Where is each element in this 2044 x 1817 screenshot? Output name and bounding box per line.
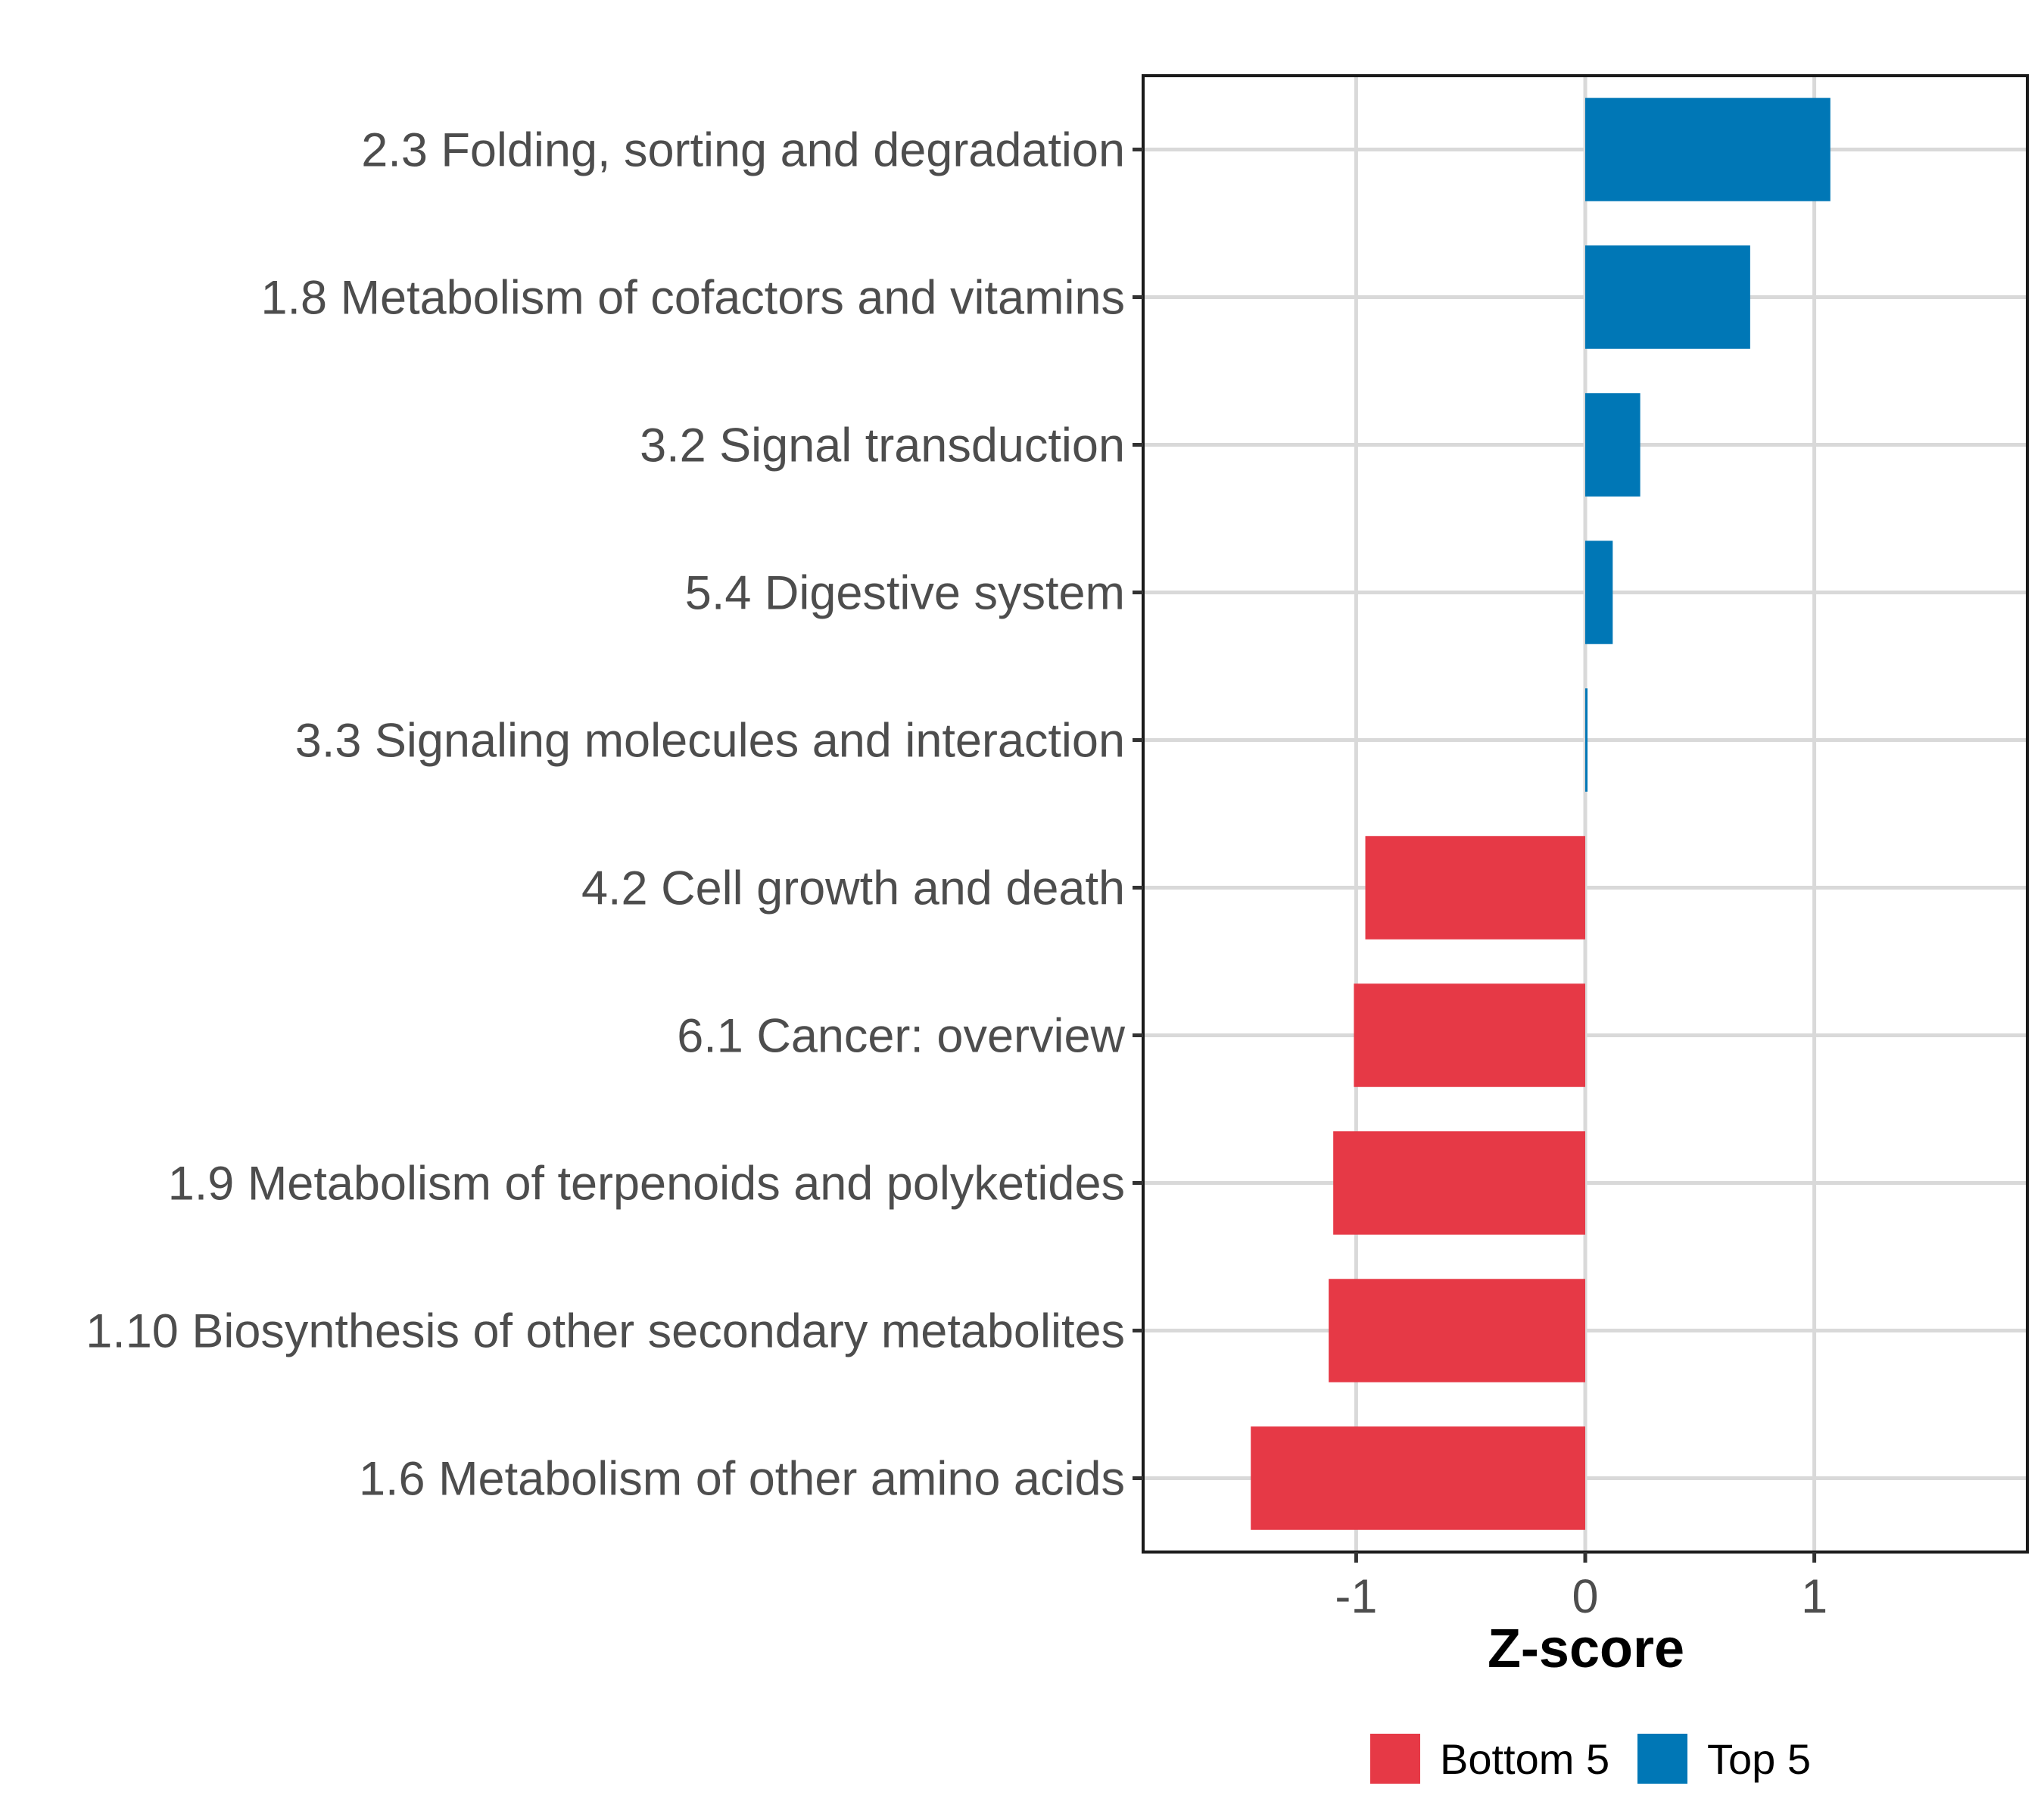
category-label: 1.6 Metabolism of other amino acids xyxy=(359,1453,1125,1506)
y-axis: 2.3 Folding, sorting and degradation 1.8 … xyxy=(86,124,1143,1506)
category-label: 2.3 Folding, sorting and degradation xyxy=(361,124,1125,177)
legend-swatch xyxy=(1370,1734,1420,1784)
bar xyxy=(1585,393,1640,497)
bar xyxy=(1333,1131,1585,1235)
legend-label: Bottom 5 xyxy=(1440,1735,1609,1783)
x-tick-label: 1 xyxy=(1801,1570,1827,1623)
category-label: 4.2 Cell growth and death xyxy=(581,862,1125,915)
bar xyxy=(1354,983,1585,1087)
category-label: 6.1 Cancer: overview xyxy=(677,1010,1125,1063)
category-label: 3.2 Signal transduction xyxy=(640,419,1125,472)
x-axis-title: Z-score xyxy=(1488,1619,1684,1679)
category-label: 1.8 Metabolism of cofactors and vitamins xyxy=(260,272,1125,325)
category-label: 5.4 Digestive system xyxy=(685,567,1125,620)
x-tick-label: -1 xyxy=(1335,1570,1377,1623)
legend-swatch xyxy=(1637,1734,1687,1784)
bar xyxy=(1585,541,1613,644)
bar xyxy=(1585,245,1750,349)
category-label: 1.9 Metabolism of terpenoids and polyket… xyxy=(168,1158,1125,1211)
bar xyxy=(1329,1279,1585,1382)
category-label: 1.10 Biosynthesis of other secondary met… xyxy=(86,1305,1125,1358)
bar xyxy=(1251,1426,1585,1530)
legend-label: Top 5 xyxy=(1707,1735,1811,1783)
legend: Bottom 5 Top 5 xyxy=(1370,1734,1811,1784)
bars xyxy=(1251,98,1831,1530)
x-tick-label: 0 xyxy=(1572,1570,1598,1623)
bar xyxy=(1585,688,1588,792)
bar xyxy=(1365,836,1585,940)
category-label: 3.3 Signaling molecules and interaction xyxy=(295,715,1125,768)
bar xyxy=(1585,98,1831,201)
x-axis: -1 0 1 xyxy=(1335,1552,1827,1623)
